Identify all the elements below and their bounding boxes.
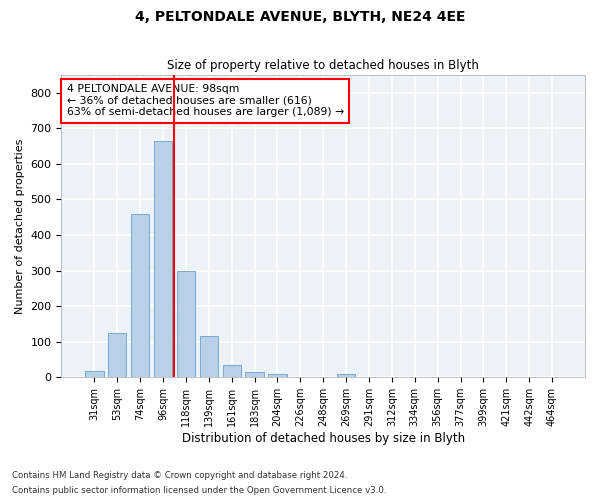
Bar (200, 336, 218, 378)
Bar (268, 374, 287, 378)
Title: Size of property relative to detached houses in Blyth: Size of property relative to detached ho… (167, 60, 479, 72)
Bar (108, 333, 127, 378)
Y-axis label: Number of detached properties: Number of detached properties (15, 138, 25, 314)
Text: Contains public sector information licensed under the Open Government Licence v3: Contains public sector information licen… (12, 486, 386, 495)
Bar (154, 141, 172, 378)
Bar (223, 365, 241, 378)
Bar (85, 371, 104, 378)
Bar (177, 270, 195, 378)
Bar (337, 374, 355, 378)
Text: 4, PELTONDALE AVENUE, BLYTH, NE24 4EE: 4, PELTONDALE AVENUE, BLYTH, NE24 4EE (135, 10, 465, 24)
X-axis label: Distribution of detached houses by size in Blyth: Distribution of detached houses by size … (182, 432, 465, 445)
Bar (245, 372, 264, 378)
Text: 4 PELTONDALE AVENUE: 98sqm
← 36% of detached houses are smaller (616)
63% of sem: 4 PELTONDALE AVENUE: 98sqm ← 36% of deta… (67, 84, 344, 117)
Bar (131, 214, 149, 378)
Text: Contains HM Land Registry data © Crown copyright and database right 2024.: Contains HM Land Registry data © Crown c… (12, 471, 347, 480)
